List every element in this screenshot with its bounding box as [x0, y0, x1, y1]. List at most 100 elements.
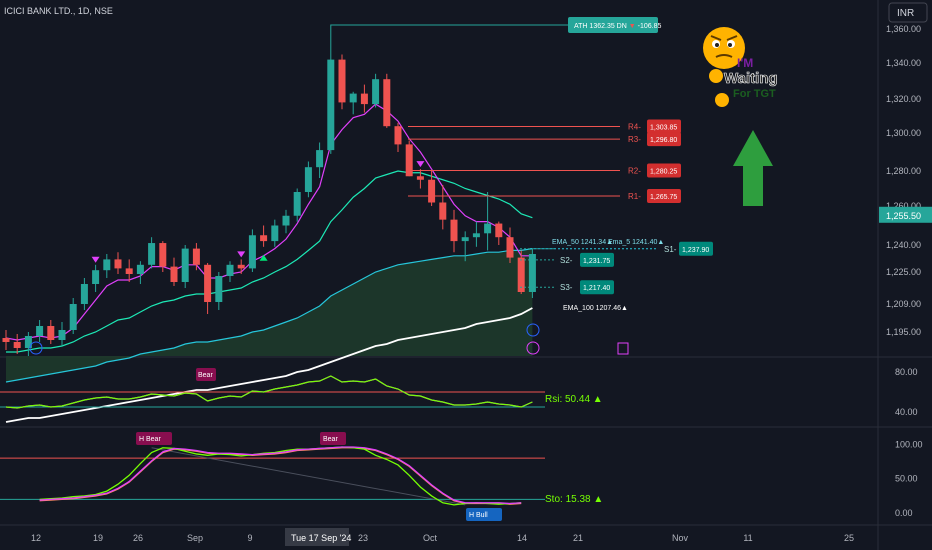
pivot-name: S1- [664, 245, 677, 254]
candle [13, 334, 21, 354]
pivot-name: S2- [560, 256, 573, 265]
symbol-title: ICICI BANK LTD., 1D, NSE [4, 6, 113, 16]
candle-body [327, 59, 335, 151]
candle-body [484, 223, 492, 234]
crosshair-date-badge [285, 528, 349, 546]
candle-body [80, 284, 88, 304]
candle-body [405, 144, 413, 177]
price-tick: 1,340.00 [886, 58, 921, 68]
candle-body [394, 126, 402, 145]
rsi-line [5, 375, 533, 409]
candle-body [36, 326, 44, 336]
sto-tick: 100.00 [895, 439, 923, 449]
currency-button[interactable] [888, 2, 928, 23]
candle [327, 54, 335, 154]
ath-diff: -106.85 [636, 23, 662, 30]
candle [80, 278, 88, 310]
candle-body [148, 243, 156, 265]
sto-tick: 50.00 [895, 474, 918, 484]
time-tick: 12 [31, 533, 41, 543]
rsi-bear-badge [196, 368, 216, 381]
candle [215, 272, 223, 310]
last-price-label: 1,255.50 [886, 211, 921, 221]
candle-body [136, 264, 144, 274]
sell-signal-icon [237, 251, 246, 258]
ema50-line [5, 248, 533, 383]
ath-badge [568, 17, 658, 34]
ath-arrow: ▼ [629, 23, 636, 30]
pivot-value: 1,265.75 [650, 194, 677, 201]
earnings-marker-icon[interactable] [526, 341, 540, 355]
ema50-label: EMA_50 1241.34▲ [552, 239, 613, 246]
candle [484, 192, 492, 251]
buy-signal-icon [259, 254, 268, 261]
candle [136, 261, 144, 284]
candle [260, 225, 268, 247]
sticker-line1: I'M [737, 56, 753, 70]
candle-body [316, 150, 324, 168]
price-tick: 1,320.00 [886, 94, 921, 104]
price-tick: 1,195.00 [886, 327, 921, 337]
ema100-line [5, 307, 533, 423]
candle-body [304, 167, 312, 192]
pivot-name: R4- [628, 122, 641, 131]
candle-body [450, 219, 458, 242]
candle-body [439, 202, 447, 220]
candle-body [181, 248, 189, 282]
candle [304, 161, 312, 198]
candle-body [271, 225, 279, 242]
dividend-marker-icon[interactable] [29, 341, 43, 355]
earnings-e-icon[interactable] [617, 342, 629, 355]
candle [450, 209, 458, 253]
sto-tick: 0.00 [895, 508, 913, 518]
candle [383, 73, 391, 128]
ema-layer [5, 103, 533, 423]
pivot-value: 1,296.80 [650, 137, 677, 144]
up-arrow-icon [733, 130, 773, 206]
candle [24, 332, 32, 356]
candle-body [92, 270, 100, 284]
sell-signal-icon [91, 256, 100, 263]
event-marker-icon[interactable] [526, 323, 540, 337]
pivot-badge [647, 119, 681, 134]
pivot-name: R1- [628, 192, 641, 201]
candle [237, 259, 245, 274]
candle-body [170, 266, 178, 282]
candle [36, 320, 44, 342]
candle [349, 91, 357, 115]
candle [58, 322, 66, 346]
candle [372, 73, 380, 108]
candle-body [2, 338, 10, 342]
candle-body [24, 336, 32, 348]
candle-body [260, 235, 268, 242]
candle [271, 219, 279, 247]
candle [2, 330, 10, 350]
candle [248, 229, 256, 272]
sto-badge [466, 508, 502, 521]
price-tick: 1,209.00 [886, 299, 921, 309]
candle [92, 264, 100, 292]
ema5-line [5, 103, 533, 341]
price-tick: 1,280.00 [886, 166, 921, 176]
ema20-line [6, 170, 533, 353]
sto-badge [136, 432, 172, 445]
candle-body [461, 237, 469, 242]
candle-body [69, 304, 77, 330]
candle-body [428, 179, 436, 203]
time-axis: 12 19 26 Sep 9 Tue 17 Sep '24 23 Oct 14 21 Nov 11 25 [31, 528, 854, 546]
sticker-line2: Waiting [724, 70, 778, 87]
sto-d-line [39, 447, 522, 505]
candle [461, 231, 469, 262]
candle-body [125, 268, 133, 274]
time-tick: 14 [517, 533, 527, 543]
candle [495, 221, 503, 245]
price-tick: 1,300.00 [886, 128, 921, 138]
time-tick: Nov [672, 533, 689, 543]
time-tick: 19 [93, 533, 103, 543]
candle-body [192, 248, 200, 265]
candle-body [372, 79, 380, 105]
candle [192, 243, 200, 271]
rsi-pane: 80.00 40.00 Bear Rsi: 50.44 ▲ [0, 367, 918, 417]
